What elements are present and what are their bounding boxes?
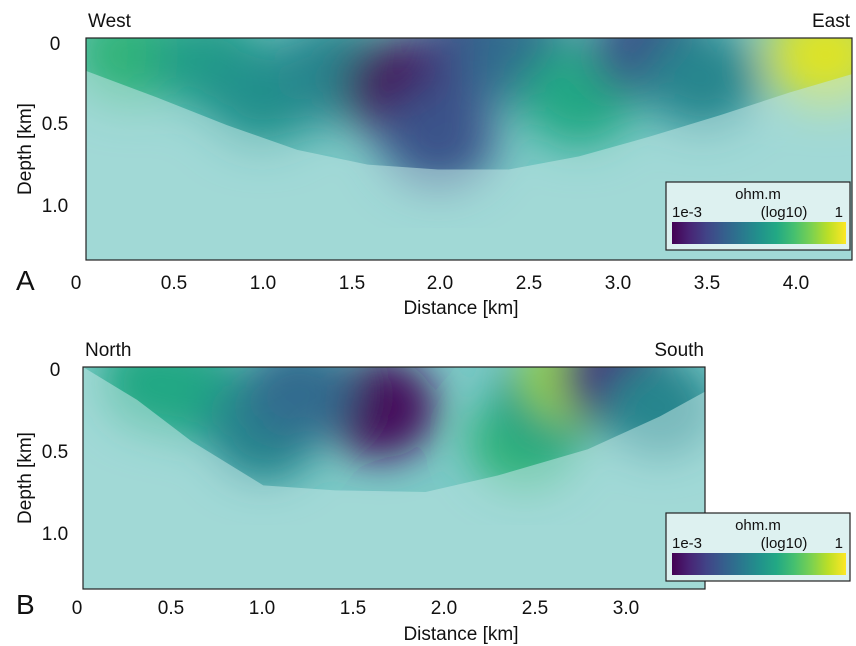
ytick-a-1: 0.5 xyxy=(42,114,68,135)
xlabel-b: Distance [km] xyxy=(403,624,518,645)
xtick-a-8: 4.0 xyxy=(783,273,809,294)
ylabel-a: Depth [km] xyxy=(15,103,36,195)
panel-b-unresolved-mask xyxy=(83,367,705,589)
colorbar-a-scale: (log10) xyxy=(761,204,808,221)
xtick-b-0: 0 xyxy=(72,598,83,619)
xtick-b-4: 2.0 xyxy=(431,598,457,619)
panel-b-left-label: North xyxy=(85,340,131,361)
panel-b-frame xyxy=(82,366,706,590)
colorbar-b-min: 1e-3 xyxy=(672,535,702,552)
xtick-b-6: 3.0 xyxy=(613,598,639,619)
panel-a-frame xyxy=(85,37,853,261)
xtick-b-2: 1.0 xyxy=(249,598,275,619)
panel-a: West East A 0 0.5 1.0 Depth [km] 0 0.5 1… xyxy=(15,11,853,319)
colorbar-b: ohm.m 1e-3 (log10) 1 xyxy=(665,512,851,582)
ytick-b-2: 1.0 xyxy=(42,524,68,545)
ytick-b-0: 0 xyxy=(50,360,61,381)
ylabel-b: Depth [km] xyxy=(15,432,36,524)
xtick-a-5: 2.5 xyxy=(516,273,542,294)
xtick-a-0: 0 xyxy=(71,273,82,294)
colorbar-a-min: 1e-3 xyxy=(672,204,702,221)
panel-b-right-label: South xyxy=(654,340,704,361)
colorbar-b-gradient xyxy=(672,553,846,575)
panel-a-resistivity-field xyxy=(86,38,852,189)
ytick-b-1: 0.5 xyxy=(42,442,68,463)
colorbar-a-unit: ohm.m xyxy=(735,186,781,203)
panel-a-unresolved-mask xyxy=(86,70,852,260)
panel-a-left-label: West xyxy=(88,11,132,32)
xtick-a-7: 3.5 xyxy=(694,273,720,294)
xtick-b-5: 2.5 xyxy=(522,598,548,619)
resistivity-anomaly-a-11 xyxy=(380,84,497,189)
xtick-a-1: 0.5 xyxy=(161,273,187,294)
ytick-a-2: 1.0 xyxy=(42,196,68,217)
xtick-b-1: 0.5 xyxy=(158,598,184,619)
xtick-b-3: 1.5 xyxy=(340,598,366,619)
xtick-a-6: 3.0 xyxy=(605,273,631,294)
panel-b-letter: B xyxy=(16,589,35,620)
panel-a-right-label: East xyxy=(812,11,851,32)
xtick-a-3: 1.5 xyxy=(339,273,365,294)
xtick-a-2: 1.0 xyxy=(250,273,276,294)
ytick-a-0: 0 xyxy=(50,34,61,55)
colorbar-a: ohm.m 1e-3 (log10) 1 xyxy=(665,181,851,251)
colorbar-b-max: 1 xyxy=(835,535,843,552)
panel-b: North South B 0 0.5 1.0 Depth [km] 0 0.5… xyxy=(15,340,851,645)
resistivity-anomaly-b-3 xyxy=(243,367,356,443)
panel-a-letter: A xyxy=(16,265,35,296)
resistivity-anomaly-a-9 xyxy=(644,38,761,132)
colorbar-b-unit: ohm.m xyxy=(735,517,781,534)
xlabel-a: Distance [km] xyxy=(403,298,518,319)
colorbar-a-gradient xyxy=(672,222,846,244)
xtick-a-4: 2.0 xyxy=(427,273,453,294)
colorbar-b-scale: (log10) xyxy=(761,535,808,552)
colorbar-a-max: 1 xyxy=(835,204,843,221)
